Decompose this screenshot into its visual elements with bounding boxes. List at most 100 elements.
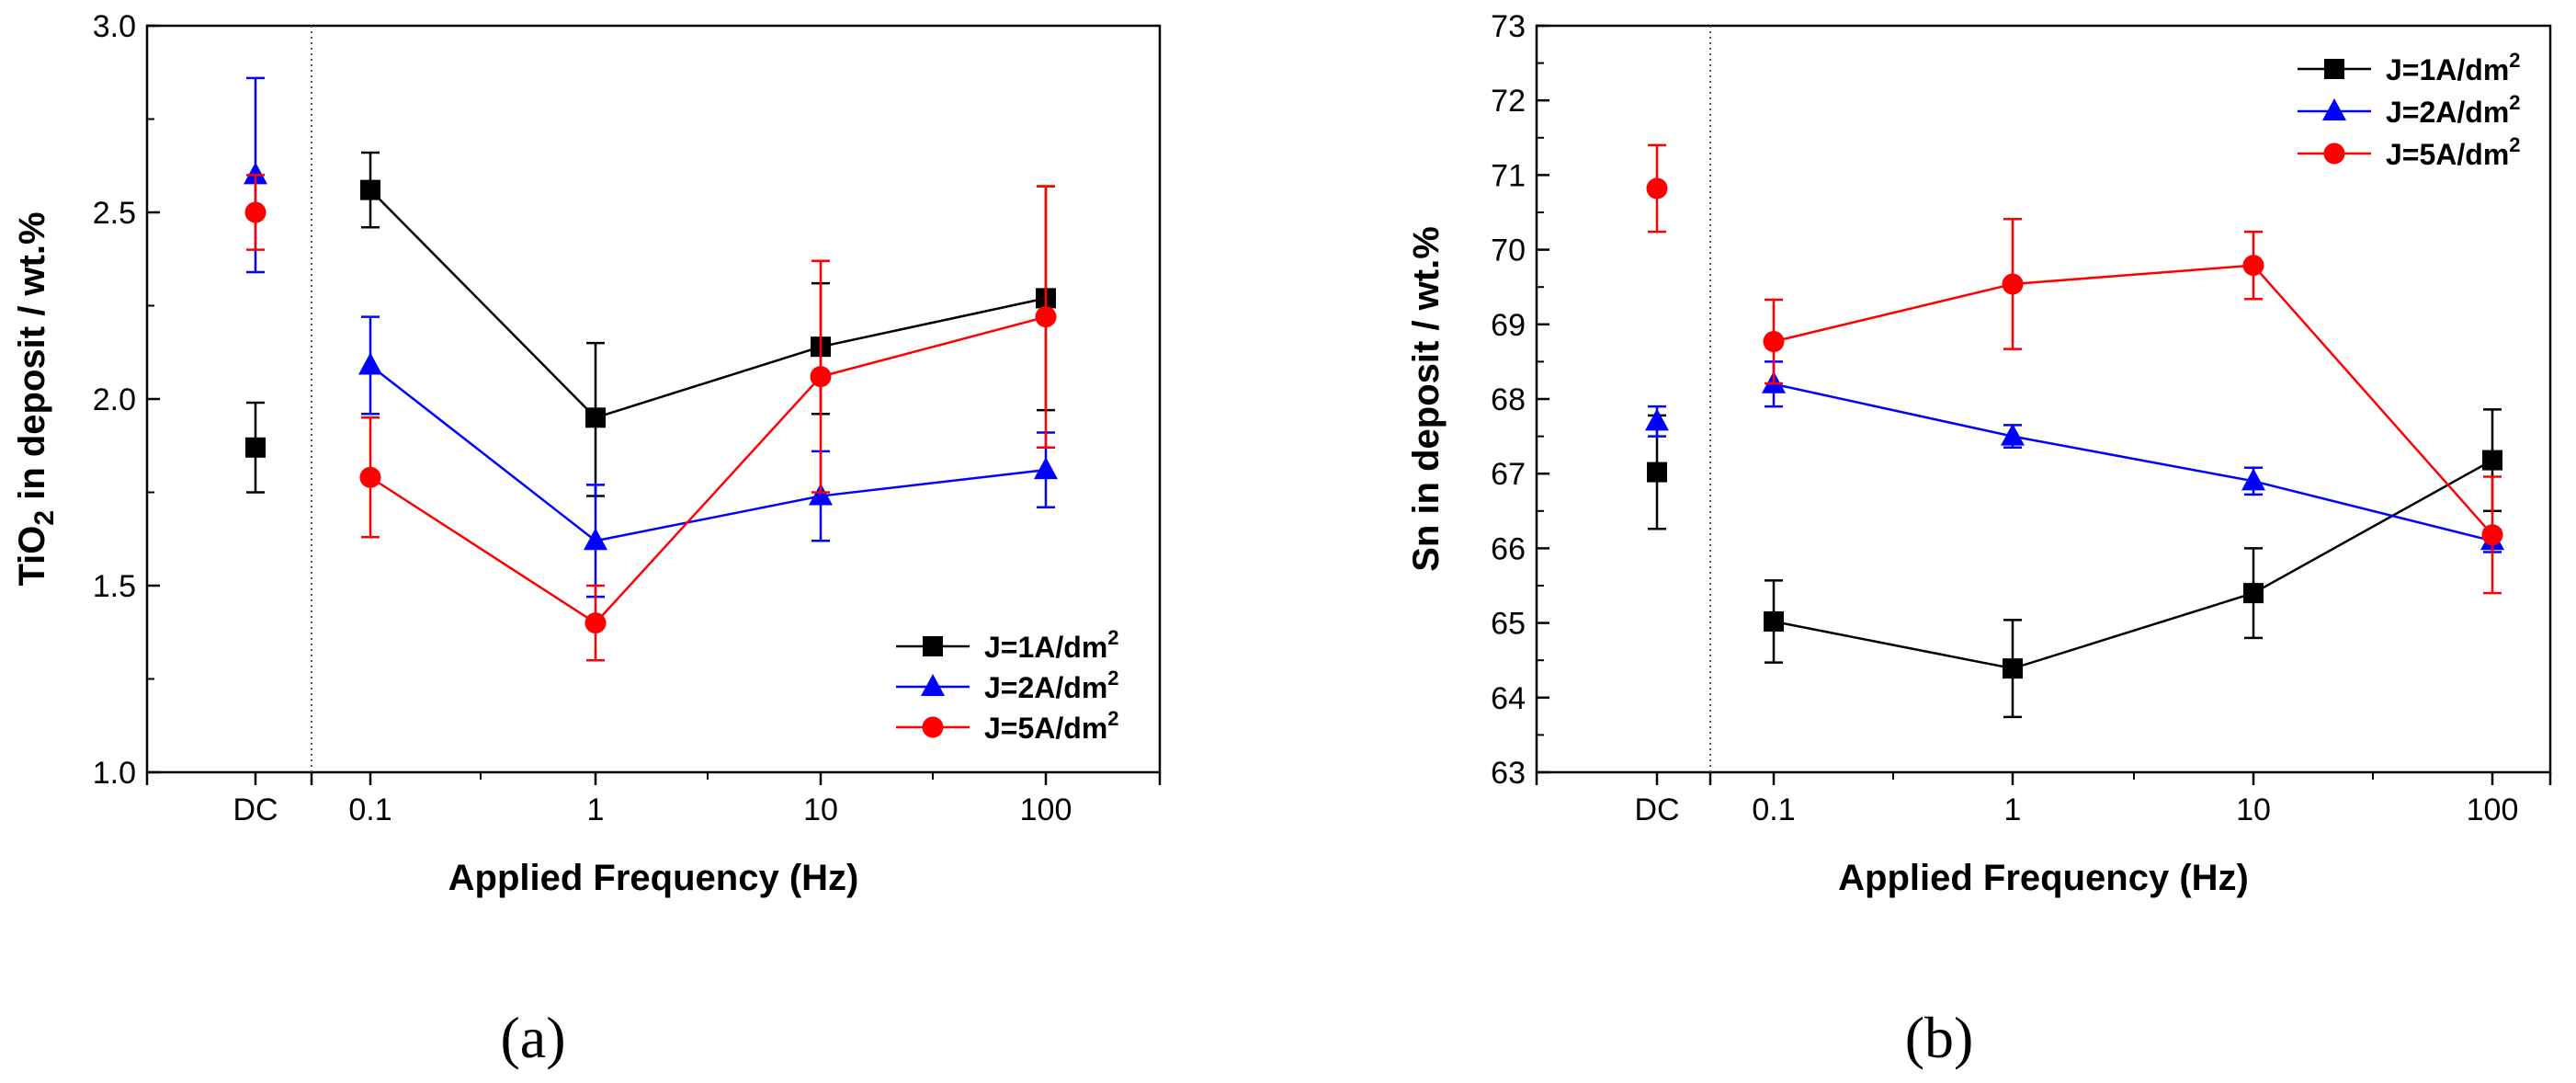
- data-point: [1764, 610, 1784, 632]
- x-tick-label: 100: [2467, 792, 2519, 827]
- y-axis-title-rest: in deposit / wt.%: [12, 211, 52, 509]
- y-tick-label: 67: [1491, 457, 1526, 492]
- legend-label: J=1A/dm2: [984, 626, 1119, 664]
- panel-label: (b): [1905, 1005, 1974, 1070]
- legend-label: J=2A/dm2: [2386, 91, 2521, 129]
- data-point: [810, 366, 832, 388]
- legend-marker: [2322, 98, 2346, 120]
- x-tick-label: 0.1: [348, 792, 392, 827]
- data-point: [2243, 583, 2264, 604]
- chart-panel-b: 63 64 65 66 67 68 69 70 71 72 73 DC 0.1 1 10 100 Applied…: [1406, 9, 2552, 1070]
- data-point: [1035, 306, 1057, 328]
- legend-marker: [921, 674, 945, 696]
- legend-label-text: J=5A/dm: [984, 712, 1107, 745]
- legend-label-superscript: 2: [1107, 626, 1118, 649]
- legend-label-superscript: 2: [2509, 91, 2520, 114]
- x-tick-label: 0.1: [1752, 792, 1795, 827]
- y-tick-label: 63: [1491, 756, 1526, 791]
- x-axis-title: Applied Frequency (Hz): [1838, 858, 2249, 898]
- series-line: [369, 315, 1047, 625]
- y-tick-label: 2.0: [93, 382, 136, 417]
- legend-label: J=2A/dm2: [984, 667, 1119, 704]
- data-point: [584, 612, 607, 634]
- x-tick-label: 1: [587, 792, 605, 827]
- y-tick-label: 66: [1491, 531, 1526, 566]
- series-2: [1645, 360, 2504, 553]
- data-point: [244, 162, 267, 185]
- y-tick-label: 65: [1491, 607, 1526, 642]
- data-point: [2001, 423, 2025, 446]
- data-point: [2241, 468, 2265, 491]
- legend-label-superscript: 2: [2509, 49, 2520, 72]
- legend-label: J=5A/dm2: [2386, 133, 2521, 171]
- data-point: [1034, 457, 1058, 480]
- legend-label-text: J=1A/dm: [984, 631, 1107, 664]
- data-point: [2482, 450, 2502, 471]
- data-point: [584, 528, 607, 551]
- legend-label-text: J=1A/dm: [2386, 53, 2509, 86]
- data-point: [358, 352, 382, 375]
- y-axis-title-subscript: 2: [29, 510, 60, 526]
- y-tick-label: 71: [1491, 158, 1526, 193]
- y-tick-label: 70: [1491, 234, 1526, 268]
- legend-label: J=1A/dm2: [2386, 49, 2521, 86]
- series-1: [1647, 408, 2502, 719]
- data-point: [2481, 524, 2503, 546]
- series-1: [245, 151, 1056, 497]
- y-tick-label: 2.5: [93, 196, 136, 231]
- legend-marker: [2324, 59, 2344, 79]
- series-3: [244, 174, 1057, 662]
- y-tick-label: 68: [1491, 382, 1526, 417]
- chart-panel-a: 1.0 1.5 2.0 2.5 3.0 DC 0.1 1 10 100 Applied Freque…: [12, 9, 1162, 1070]
- x-tick-label: 10: [2236, 792, 2271, 827]
- x-tick-label: DC: [233, 792, 278, 827]
- series-line: [1773, 264, 2493, 536]
- legend-marker: [2323, 142, 2345, 165]
- series-line: [369, 188, 1047, 419]
- y-tick-label: 72: [1491, 84, 1526, 119]
- series-line: [369, 364, 1047, 542]
- legend-label-text: J=2A/dm: [2386, 96, 2509, 129]
- x-tick-label: 100: [1020, 792, 1072, 827]
- legend-marker: [923, 636, 943, 656]
- y-tick-label: 3.0: [93, 9, 136, 44]
- data-point: [1645, 408, 1669, 431]
- y-axis-title-main: Sn in deposit / wt.%: [1406, 226, 1447, 572]
- x-tick-label: 10: [803, 792, 838, 827]
- x-tick-label: DC: [1634, 792, 1679, 827]
- data-point: [245, 437, 266, 458]
- y-axis-title-main: TiO: [12, 526, 52, 587]
- data-point: [809, 483, 833, 506]
- data-point: [585, 407, 606, 428]
- data-point: [1647, 462, 1667, 483]
- data-point: [360, 179, 380, 200]
- y-axis-title: TiO2 in deposit / wt.%: [12, 211, 60, 586]
- x-tick-label: 1: [2004, 792, 2022, 827]
- x-axis-title: Applied Frequency (Hz): [448, 858, 859, 898]
- y-tick-label: 1.0: [93, 756, 136, 791]
- series-line: [1773, 382, 2493, 542]
- legend-label: J=5A/dm2: [984, 707, 1119, 745]
- data-point: [359, 466, 381, 488]
- legend-marker: [922, 716, 944, 738]
- data-point: [244, 201, 267, 223]
- data-point: [2242, 255, 2264, 277]
- legend-label-superscript: 2: [2509, 133, 2520, 156]
- panel-label: (a): [500, 1005, 565, 1070]
- legend-label-text: J=5A/dm: [2386, 138, 2509, 171]
- series-3: [1646, 143, 2503, 595]
- data-point: [1763, 330, 1785, 352]
- legend-label-text: J=2A/dm: [984, 671, 1107, 704]
- series-2: [244, 76, 1058, 598]
- y-axis-title: Sn in deposit / wt.%: [1406, 226, 1447, 572]
- y-tick-label: 64: [1491, 681, 1526, 716]
- y-tick-label: 73: [1491, 9, 1526, 44]
- legend-label-superscript: 2: [1107, 667, 1118, 690]
- data-point: [2003, 658, 2023, 679]
- y-tick-label: 69: [1491, 308, 1526, 343]
- y-tick-label: 1.5: [93, 569, 136, 604]
- legend-label-superscript: 2: [1107, 707, 1118, 730]
